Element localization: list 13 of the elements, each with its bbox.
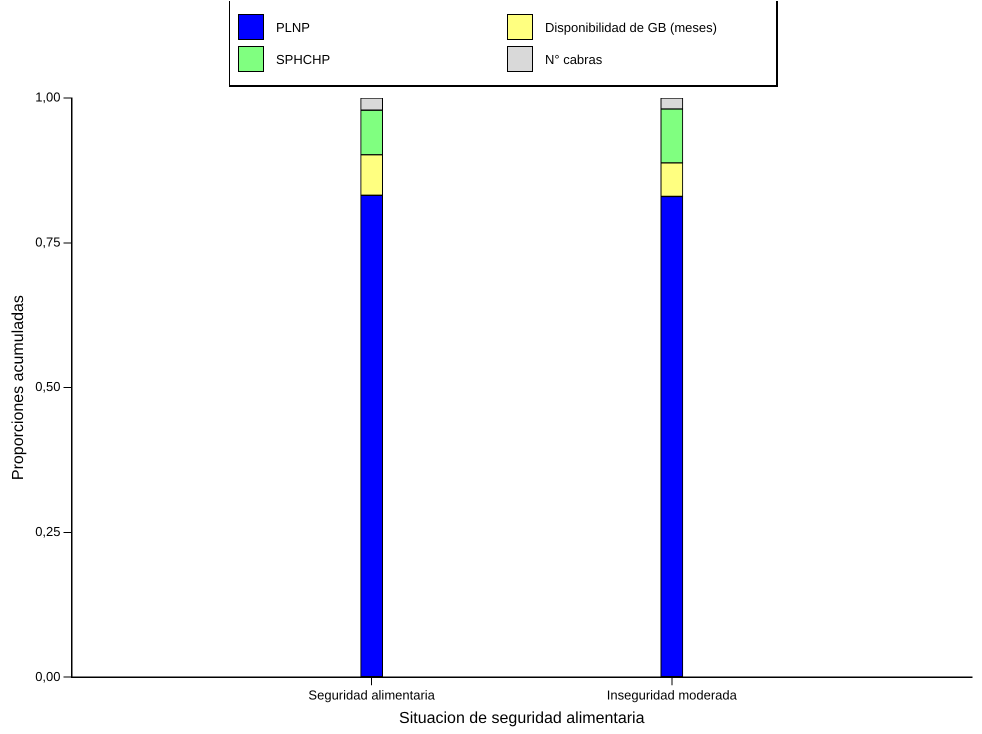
- y-tick-label: 0,50: [35, 379, 60, 394]
- y-tick-label: 0,00: [35, 668, 60, 684]
- x-axis-title: Situacion de seguridad alimentaria: [399, 710, 645, 727]
- legend-label: Disponibilidad de GB (meses): [545, 20, 717, 34]
- y-tick-label: 1,00: [35, 90, 60, 105]
- x-tick-label: Inseguridad moderada: [606, 688, 738, 703]
- legend-label: SPHCHP: [276, 52, 330, 66]
- legend-label: N° cabras: [545, 52, 602, 66]
- y-tick-label: 0,25: [35, 524, 60, 539]
- x-tick-label: Seguridad alimentaria: [308, 688, 436, 703]
- legend-label: PLNP: [276, 20, 310, 34]
- y-tick-label: 0,75: [35, 234, 60, 250]
- y-axis-title: Proporciones acumuladas: [10, 295, 28, 480]
